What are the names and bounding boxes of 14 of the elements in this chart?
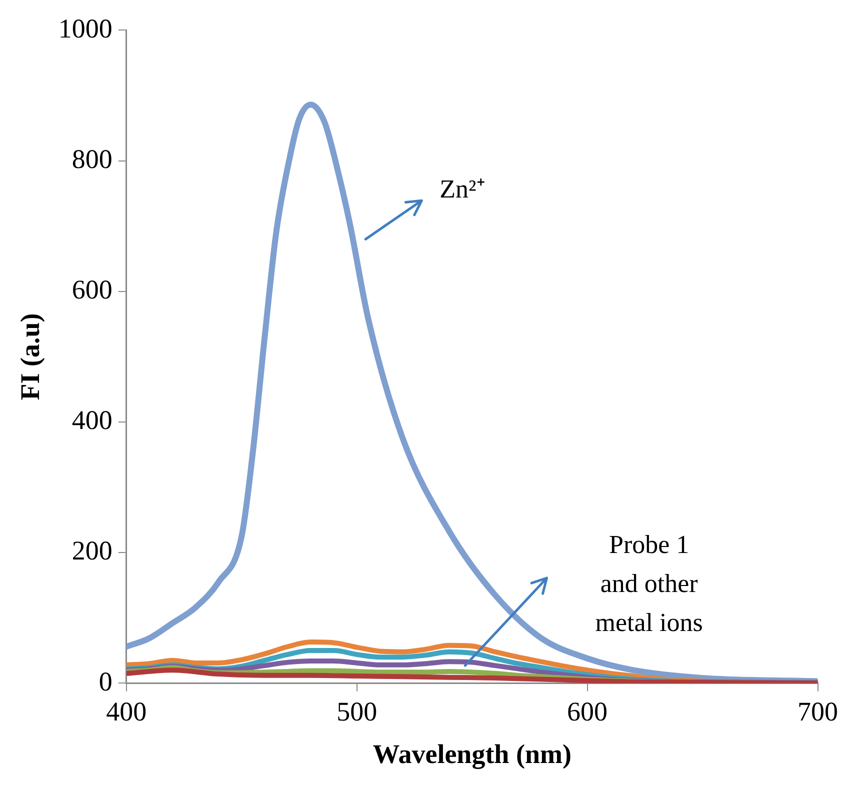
x-tick-label: 600 bbox=[567, 696, 608, 726]
x-tick-label: 500 bbox=[336, 696, 378, 726]
y-tick-label: 800 bbox=[72, 144, 112, 174]
y-tick-label: 200 bbox=[72, 536, 112, 566]
y-tick-label: 400 bbox=[72, 405, 112, 436]
x-tick-label: 700 bbox=[798, 696, 838, 726]
y-tick-label: 600 bbox=[72, 274, 112, 304]
y-tick-label: 1000 bbox=[58, 13, 112, 44]
y-tick-label: 0 bbox=[98, 666, 112, 696]
x-axis-title: Wavelength (nm) bbox=[372, 738, 572, 769]
annotation: Probe 1 and other metal ions bbox=[595, 530, 703, 637]
x-tick-label: 400 bbox=[106, 696, 147, 726]
y-axis-title: FI (a.u) bbox=[15, 313, 46, 400]
annotation: Zn²⁺ bbox=[440, 174, 486, 204]
